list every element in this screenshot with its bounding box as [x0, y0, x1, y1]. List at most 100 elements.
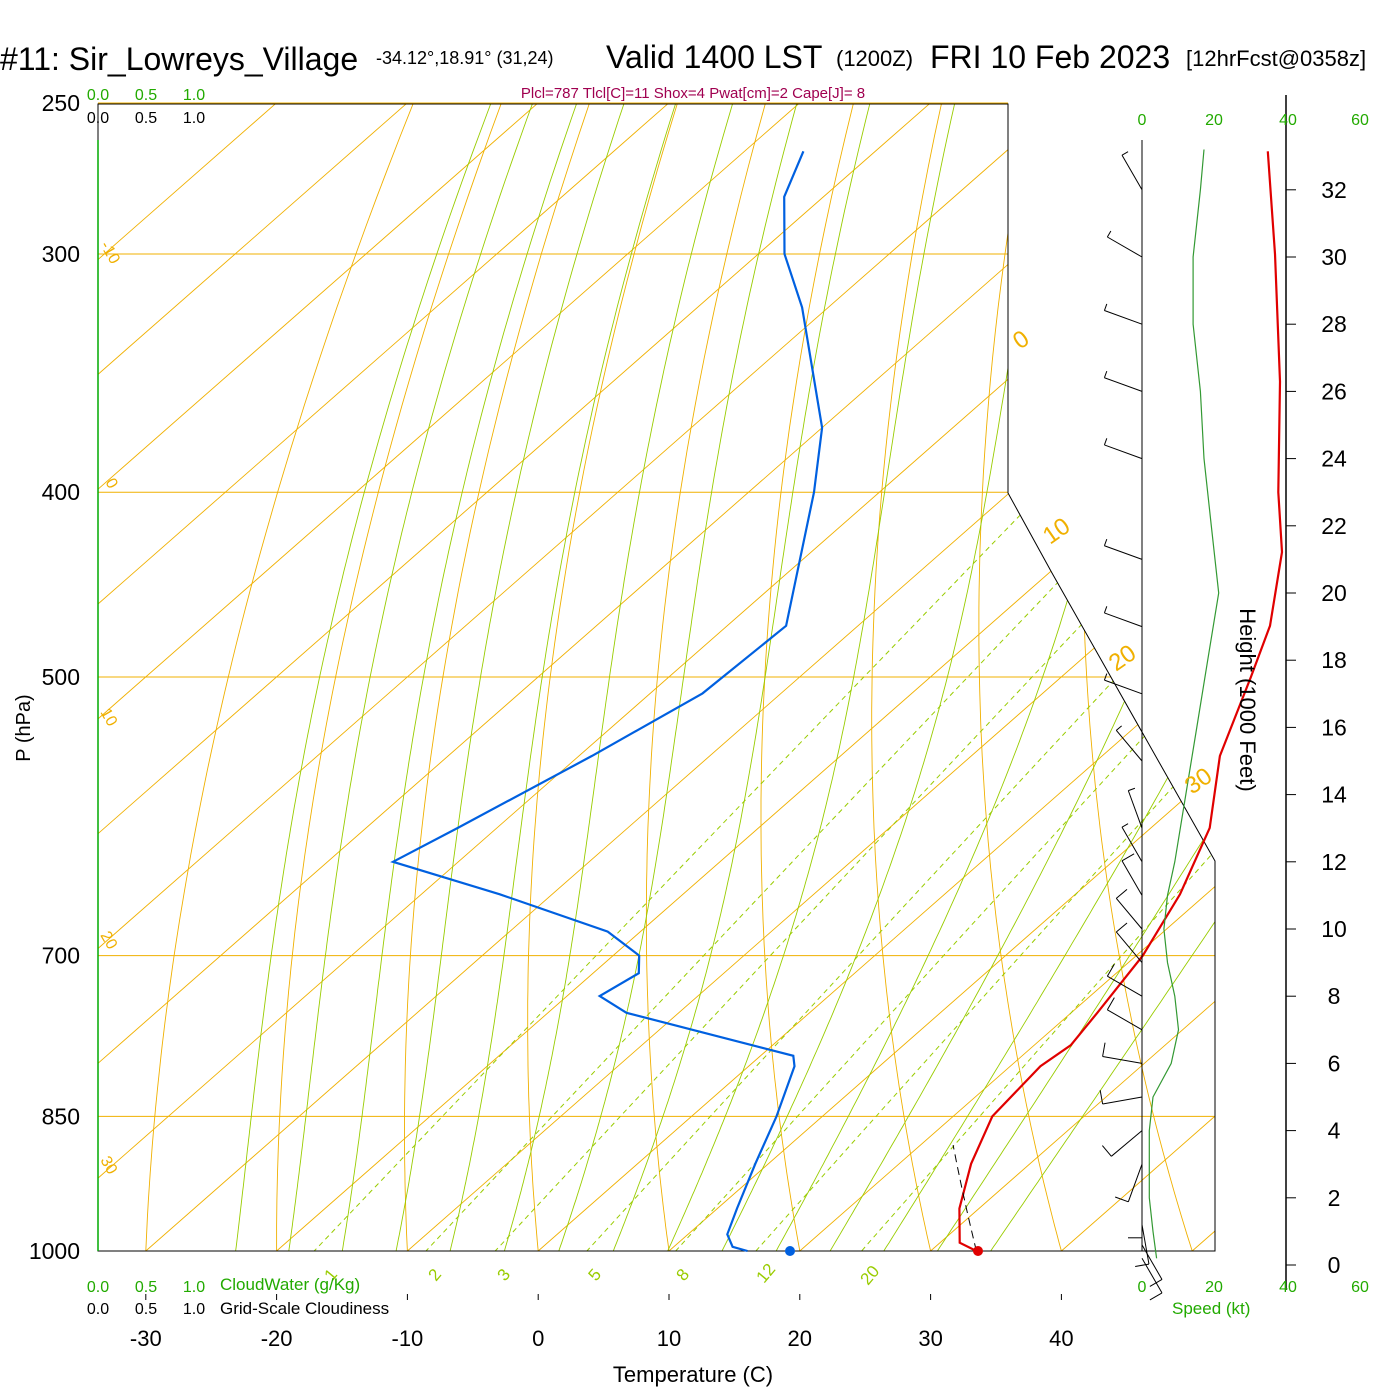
mixing-ratio-line [825, 491, 1215, 1251]
isotherm-line [98, 104, 800, 1251]
moist-adiabat-line [544, 104, 807, 1251]
wind-barb [1127, 790, 1143, 829]
wind-barb-flag [1106, 997, 1115, 1011]
wind-barb-flag [1115, 922, 1128, 933]
isotherm-line [98, 104, 670, 1251]
height-axis-label: Height (1000 Feet) [1235, 608, 1260, 791]
height-tick-label: 18 [1321, 647, 1347, 673]
wind-barb [1141, 1244, 1163, 1280]
dry-adiabat-line [276, 104, 515, 1251]
dry-adiabat-line [404, 104, 602, 1251]
mixing-ratio-line [457, 491, 1208, 1251]
wind-barb-flag [1114, 1196, 1129, 1203]
surface-temperature-dot [973, 1246, 983, 1256]
cloud-scale-bottom-black: 1.0 [183, 1301, 205, 1318]
mixing-ratio-label: 20 [857, 1262, 884, 1289]
wind-barb-flag [1101, 1145, 1112, 1157]
moist-adiabat-line [701, 104, 1062, 1251]
wind-barb-flag [1103, 606, 1108, 614]
height-tick-label: 24 [1321, 446, 1347, 472]
isotherm-line [98, 104, 1062, 1251]
wind-barb [1121, 860, 1143, 896]
wind-barb-flag [1103, 538, 1108, 546]
temperature-tick-label: 10 [657, 1326, 681, 1351]
speed-tick-bottom: 40 [1279, 1279, 1297, 1296]
height-tick-label: 8 [1328, 983, 1341, 1009]
speed-tick-top: 0 [1138, 112, 1147, 129]
moist-adiabat-label: 0 [1008, 325, 1034, 355]
isotherm-line [407, 104, 1215, 1251]
speed-tick-bottom: 0 [1138, 1279, 1147, 1296]
dry-adiabat-label: 0 [102, 476, 121, 492]
wind-barb [1141, 1224, 1150, 1265]
dry-adiabat-label: 20 [97, 929, 121, 953]
speed-tick-top: 20 [1205, 112, 1223, 129]
dry-adiabat-label: 30 [97, 1154, 121, 1178]
wind-barb-flag [1102, 1042, 1106, 1057]
wind-barb [1104, 444, 1143, 460]
wind-barb [1121, 154, 1143, 191]
wind-barb [1104, 377, 1143, 392]
wind-barb-flag [1115, 725, 1122, 731]
mixing-ratio-label: 5 [585, 1265, 606, 1284]
pressure-tick-label: 250 [42, 90, 80, 116]
zulu-time: (1200Z) [836, 46, 913, 71]
wind-barb [1115, 730, 1143, 762]
height-tick-label: 6 [1328, 1050, 1341, 1076]
moist-adiabat-line [282, 104, 546, 1251]
cloud-scale-bottom-green: 0.0 [87, 1279, 109, 1296]
height-tick-label: 30 [1321, 244, 1347, 270]
wind-barb [1104, 545, 1143, 560]
isotherm-line [668, 104, 1215, 1251]
height-tick-label: 32 [1321, 177, 1347, 203]
wind-barb [1121, 826, 1143, 863]
moist-adiabat-line [648, 104, 964, 1251]
temperature-tick-label: -30 [130, 1326, 162, 1351]
wind-barb-flag [1103, 370, 1108, 378]
moist-adiabat-label: 20 [1104, 639, 1141, 676]
cloud-scale-top-green: 0.0 [87, 87, 109, 104]
mixing-ratio-line [387, 491, 1145, 1251]
moist-adiabat-line [962, 104, 1215, 1251]
surface-dewpoint-dot [785, 1246, 795, 1256]
wind-barb [1104, 679, 1143, 695]
wind-barb [1115, 898, 1143, 930]
cloud-scale-top-green: 1.0 [183, 87, 205, 104]
wind-barb-flag [1103, 438, 1108, 446]
wind-barb-flag [1103, 673, 1108, 681]
station-coords: -34.12°,18.91° (31,24) [376, 48, 554, 68]
temperature-tick-label: 40 [1049, 1326, 1073, 1351]
dry-adiabat-line [645, 104, 776, 1251]
cloud-scale-top-black: 0.0 [87, 110, 109, 127]
x-axis-label: Temperature (C) [613, 1362, 773, 1387]
indices-text: Plcl=787 Tlcl[C]=11 Shox=4 Pwat[cm]=2 Ca… [521, 85, 865, 102]
height-tick-label: 4 [1328, 1118, 1341, 1144]
dry-adiabat-line [1376, 69, 1400, 1291]
wind-speed-line [1148, 149, 1220, 1259]
wind-barb-flag [1106, 963, 1115, 977]
height-tick-label: 26 [1321, 378, 1347, 404]
dry-adiabat-label: -10 [97, 239, 123, 268]
moist-adiabat-line [439, 104, 688, 1251]
wind-barb [1102, 1096, 1143, 1105]
moist-adiabat-label: 10 [1038, 512, 1075, 549]
pressure-tick-label: 500 [42, 664, 80, 690]
isotherm-line [98, 104, 539, 1251]
wind-barb [1104, 612, 1143, 628]
pressure-tick-label: 700 [42, 943, 80, 969]
moist-adiabat-line [334, 104, 590, 1251]
height-tick-label: 12 [1321, 849, 1347, 875]
wind-barb-flag [1149, 1279, 1163, 1287]
temperature-line [958, 151, 1284, 1252]
height-tick-label: 14 [1321, 782, 1347, 808]
adiabat-lines [98, 69, 1400, 1291]
wind-barb [1107, 1009, 1143, 1031]
wind-barb [1107, 975, 1143, 997]
isotherm-line [98, 104, 408, 1251]
pressure-tick-label: 1000 [29, 1238, 80, 1264]
y-axis-label: P (hPa) [13, 694, 35, 761]
moist-adiabat-line [596, 104, 880, 1251]
height-tick-label: 2 [1328, 1185, 1341, 1211]
mixing-ratio-label: 12 [753, 1260, 780, 1287]
